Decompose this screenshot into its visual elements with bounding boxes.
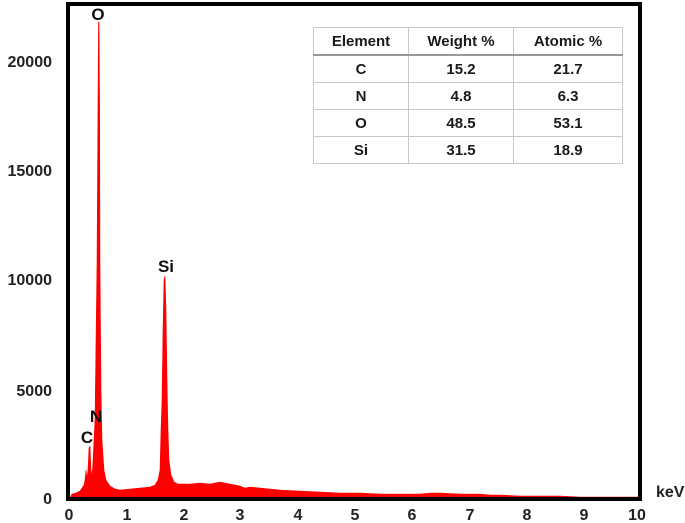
cell-element: N <box>313 82 409 110</box>
peak-label-o: O <box>91 5 104 24</box>
x-tick-0: 0 <box>65 507 74 523</box>
header-atomic: Atomic % <box>513 27 623 56</box>
y-tick-5000: 5000 <box>16 383 52 400</box>
x-tick-4: 4 <box>294 507 303 523</box>
cell-element: C <box>313 54 409 83</box>
x-tick-10: 10 <box>628 507 646 523</box>
x-tick-6: 6 <box>408 507 417 523</box>
cell-weight: 4.8 <box>408 82 514 110</box>
x-tick-3: 3 <box>236 507 245 523</box>
header-element: Element <box>313 27 409 56</box>
cell-atomic: 21.7 <box>513 54 623 83</box>
table-row: N 4.8 6.3 <box>313 82 623 110</box>
peak-label-n: N <box>90 407 102 426</box>
x-tick-1: 1 <box>123 507 132 523</box>
cell-element: Si <box>313 136 409 164</box>
header-weight: Weight % <box>408 27 514 56</box>
x-tick-2: 2 <box>180 507 189 523</box>
x-tick-8: 8 <box>523 507 532 523</box>
x-tick-9: 9 <box>580 507 589 523</box>
y-tick-10000: 10000 <box>8 272 53 289</box>
peak-label-c: C <box>81 428 93 447</box>
x-tick-7: 7 <box>466 507 475 523</box>
plot-frame <box>66 2 642 501</box>
cell-weight: 15.2 <box>408 54 514 83</box>
cell-atomic: 18.9 <box>513 136 623 164</box>
cell-atomic: 6.3 <box>513 82 623 110</box>
table-header-row: Element Weight % Atomic % <box>313 27 623 56</box>
peak-label-si: Si <box>158 257 174 276</box>
x-tick-5: 5 <box>351 507 360 523</box>
table-row: Si 31.5 18.9 <box>313 136 623 164</box>
table-row: C 15.2 21.7 <box>313 54 623 83</box>
x-axis-unit-label: keV <box>656 484 685 501</box>
table-row: O 48.5 53.1 <box>313 109 623 137</box>
cell-weight: 48.5 <box>408 109 514 137</box>
cell-element: O <box>313 109 409 137</box>
spectrum-area <box>69 21 639 500</box>
cell-weight: 31.5 <box>408 136 514 164</box>
y-tick-15000: 15000 <box>8 163 53 180</box>
cell-atomic: 53.1 <box>513 109 623 137</box>
composition-table: Element Weight % Atomic % C 15.2 21.7 N … <box>313 27 623 164</box>
y-tick-0: 0 <box>43 491 52 508</box>
y-tick-20000: 20000 <box>8 54 53 71</box>
